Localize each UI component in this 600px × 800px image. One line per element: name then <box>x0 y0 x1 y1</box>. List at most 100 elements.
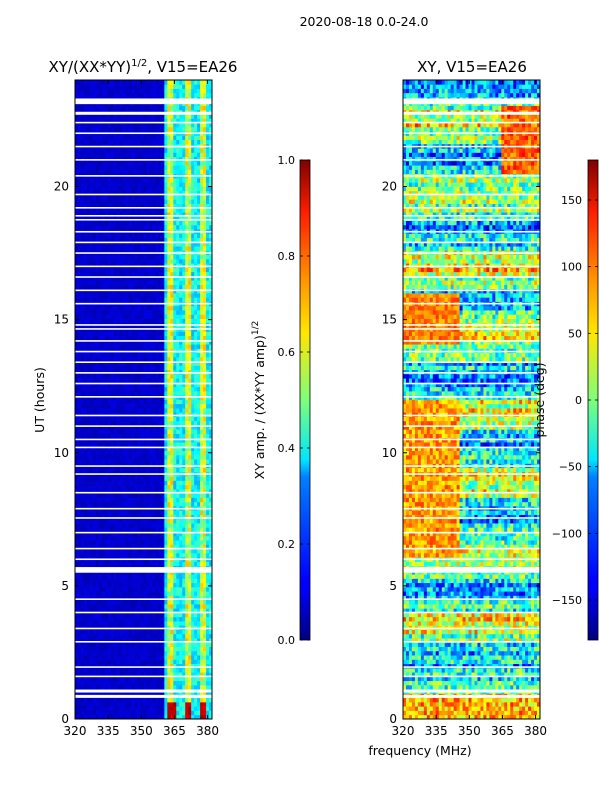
heatmap-cell <box>119 293 124 298</box>
heatmap-cell <box>152 271 156 277</box>
heatmap-cell <box>200 480 204 486</box>
heatmap-cell <box>134 672 138 677</box>
heatmap-cell <box>173 390 177 396</box>
heatmap-cell <box>182 608 186 613</box>
heatmap-cell <box>98 659 103 665</box>
heatmap-cell <box>119 621 124 626</box>
heatmap-cell <box>80 497 85 503</box>
heatmap-cell <box>83 676 88 682</box>
heatmap-cell <box>104 642 109 647</box>
heatmap-cell <box>122 599 127 605</box>
heatmap-cell <box>107 412 112 417</box>
heatmap-cell <box>167 476 171 481</box>
heatmap-cell <box>152 318 156 324</box>
heatmap-cell <box>107 344 112 349</box>
heatmap-cell <box>95 420 100 426</box>
heatmap-cell <box>107 331 112 336</box>
heatmap-cell <box>128 603 132 609</box>
heatmap-cell <box>194 603 198 609</box>
heatmap-cell <box>95 356 100 362</box>
heatmap-cell <box>134 318 138 324</box>
heatmap-cell <box>119 352 124 358</box>
heatmap-cell <box>107 616 112 622</box>
heatmap-cell <box>206 633 210 639</box>
heatmap-cell <box>140 638 144 643</box>
heatmap-cell <box>167 612 171 618</box>
heatmap-cell <box>149 684 153 690</box>
heatmap-cell <box>188 293 192 298</box>
heatmap-cell <box>146 467 150 473</box>
heatmap-cell <box>98 646 103 652</box>
heatmap-cell <box>155 540 159 545</box>
heatmap-cell <box>143 267 147 273</box>
heatmap-cell <box>155 476 159 481</box>
heatmap-cell <box>179 335 183 341</box>
heatmap-cell <box>197 450 201 456</box>
heatmap-cell <box>137 280 141 285</box>
heatmap-cell <box>131 361 135 366</box>
heatmap-cell <box>122 263 127 268</box>
heatmap-cell <box>146 612 150 618</box>
heatmap-cell <box>188 625 192 630</box>
heatmap-cell <box>185 476 189 481</box>
heatmap-cell <box>146 650 150 656</box>
heatmap-cell <box>107 275 112 281</box>
heatmap-cell <box>209 293 213 298</box>
heatmap-cell <box>116 488 121 494</box>
heatmap-cell <box>134 258 138 264</box>
heatmap-cell <box>89 459 94 464</box>
heatmap-cell <box>143 488 147 494</box>
heatmap-cell <box>188 659 192 665</box>
heatmap-cell <box>75 599 79 605</box>
heatmap-cell <box>140 684 144 690</box>
heatmap-cell <box>89 595 94 601</box>
heatmap-cell <box>89 454 94 460</box>
heatmap-cell <box>149 659 153 665</box>
heatmap-cell <box>119 548 124 554</box>
heatmap-cell <box>98 706 103 711</box>
heatmap-cell <box>155 390 159 396</box>
heatmap-cell <box>80 544 85 549</box>
heatmap-cell <box>113 655 118 660</box>
heatmap-cell <box>95 476 100 481</box>
heatmap-cell <box>170 518 174 524</box>
heatmap-cell <box>95 275 100 281</box>
heatmap-cell <box>164 680 168 686</box>
heatmap-cell <box>119 642 124 647</box>
heatmap-cell <box>164 531 168 537</box>
heatmap-cell <box>77 701 82 707</box>
heatmap-cell <box>167 429 171 434</box>
heatmap-cell <box>104 425 109 430</box>
heatmap-cell <box>140 433 144 439</box>
heatmap-cell <box>170 510 174 515</box>
heatmap-cell <box>116 586 121 592</box>
heatmap-cell <box>75 561 79 567</box>
heatmap-cell <box>188 467 192 473</box>
heatmap-cell <box>197 429 201 434</box>
heatmap-cell <box>167 361 171 366</box>
heatmap-cell <box>143 633 147 639</box>
heatmap-cell <box>161 369 165 375</box>
heatmap-cell <box>113 621 118 626</box>
heatmap-cell <box>173 599 177 605</box>
heatmap-cell <box>191 305 195 311</box>
heatmap-cell <box>155 561 159 567</box>
heatmap-cell <box>149 676 153 682</box>
heatmap-cell <box>179 442 183 447</box>
heatmap-cell <box>95 331 100 336</box>
heatmap-cell <box>125 305 130 311</box>
heatmap-cell <box>119 561 124 567</box>
heatmap-cell <box>125 297 130 302</box>
heatmap-cell <box>206 267 210 273</box>
heatmap-cell <box>197 616 201 622</box>
heatmap-cell <box>125 318 130 324</box>
heatmap-cell <box>164 390 168 396</box>
heatmap-cell <box>125 680 130 686</box>
heatmap-cell <box>155 467 159 473</box>
heatmap-cell <box>191 706 195 711</box>
heatmap-cell <box>137 650 141 656</box>
heatmap-cell <box>167 714 171 720</box>
heatmap-cell <box>128 552 132 558</box>
heatmap-cell <box>107 476 112 481</box>
heatmap-cell <box>98 621 103 626</box>
